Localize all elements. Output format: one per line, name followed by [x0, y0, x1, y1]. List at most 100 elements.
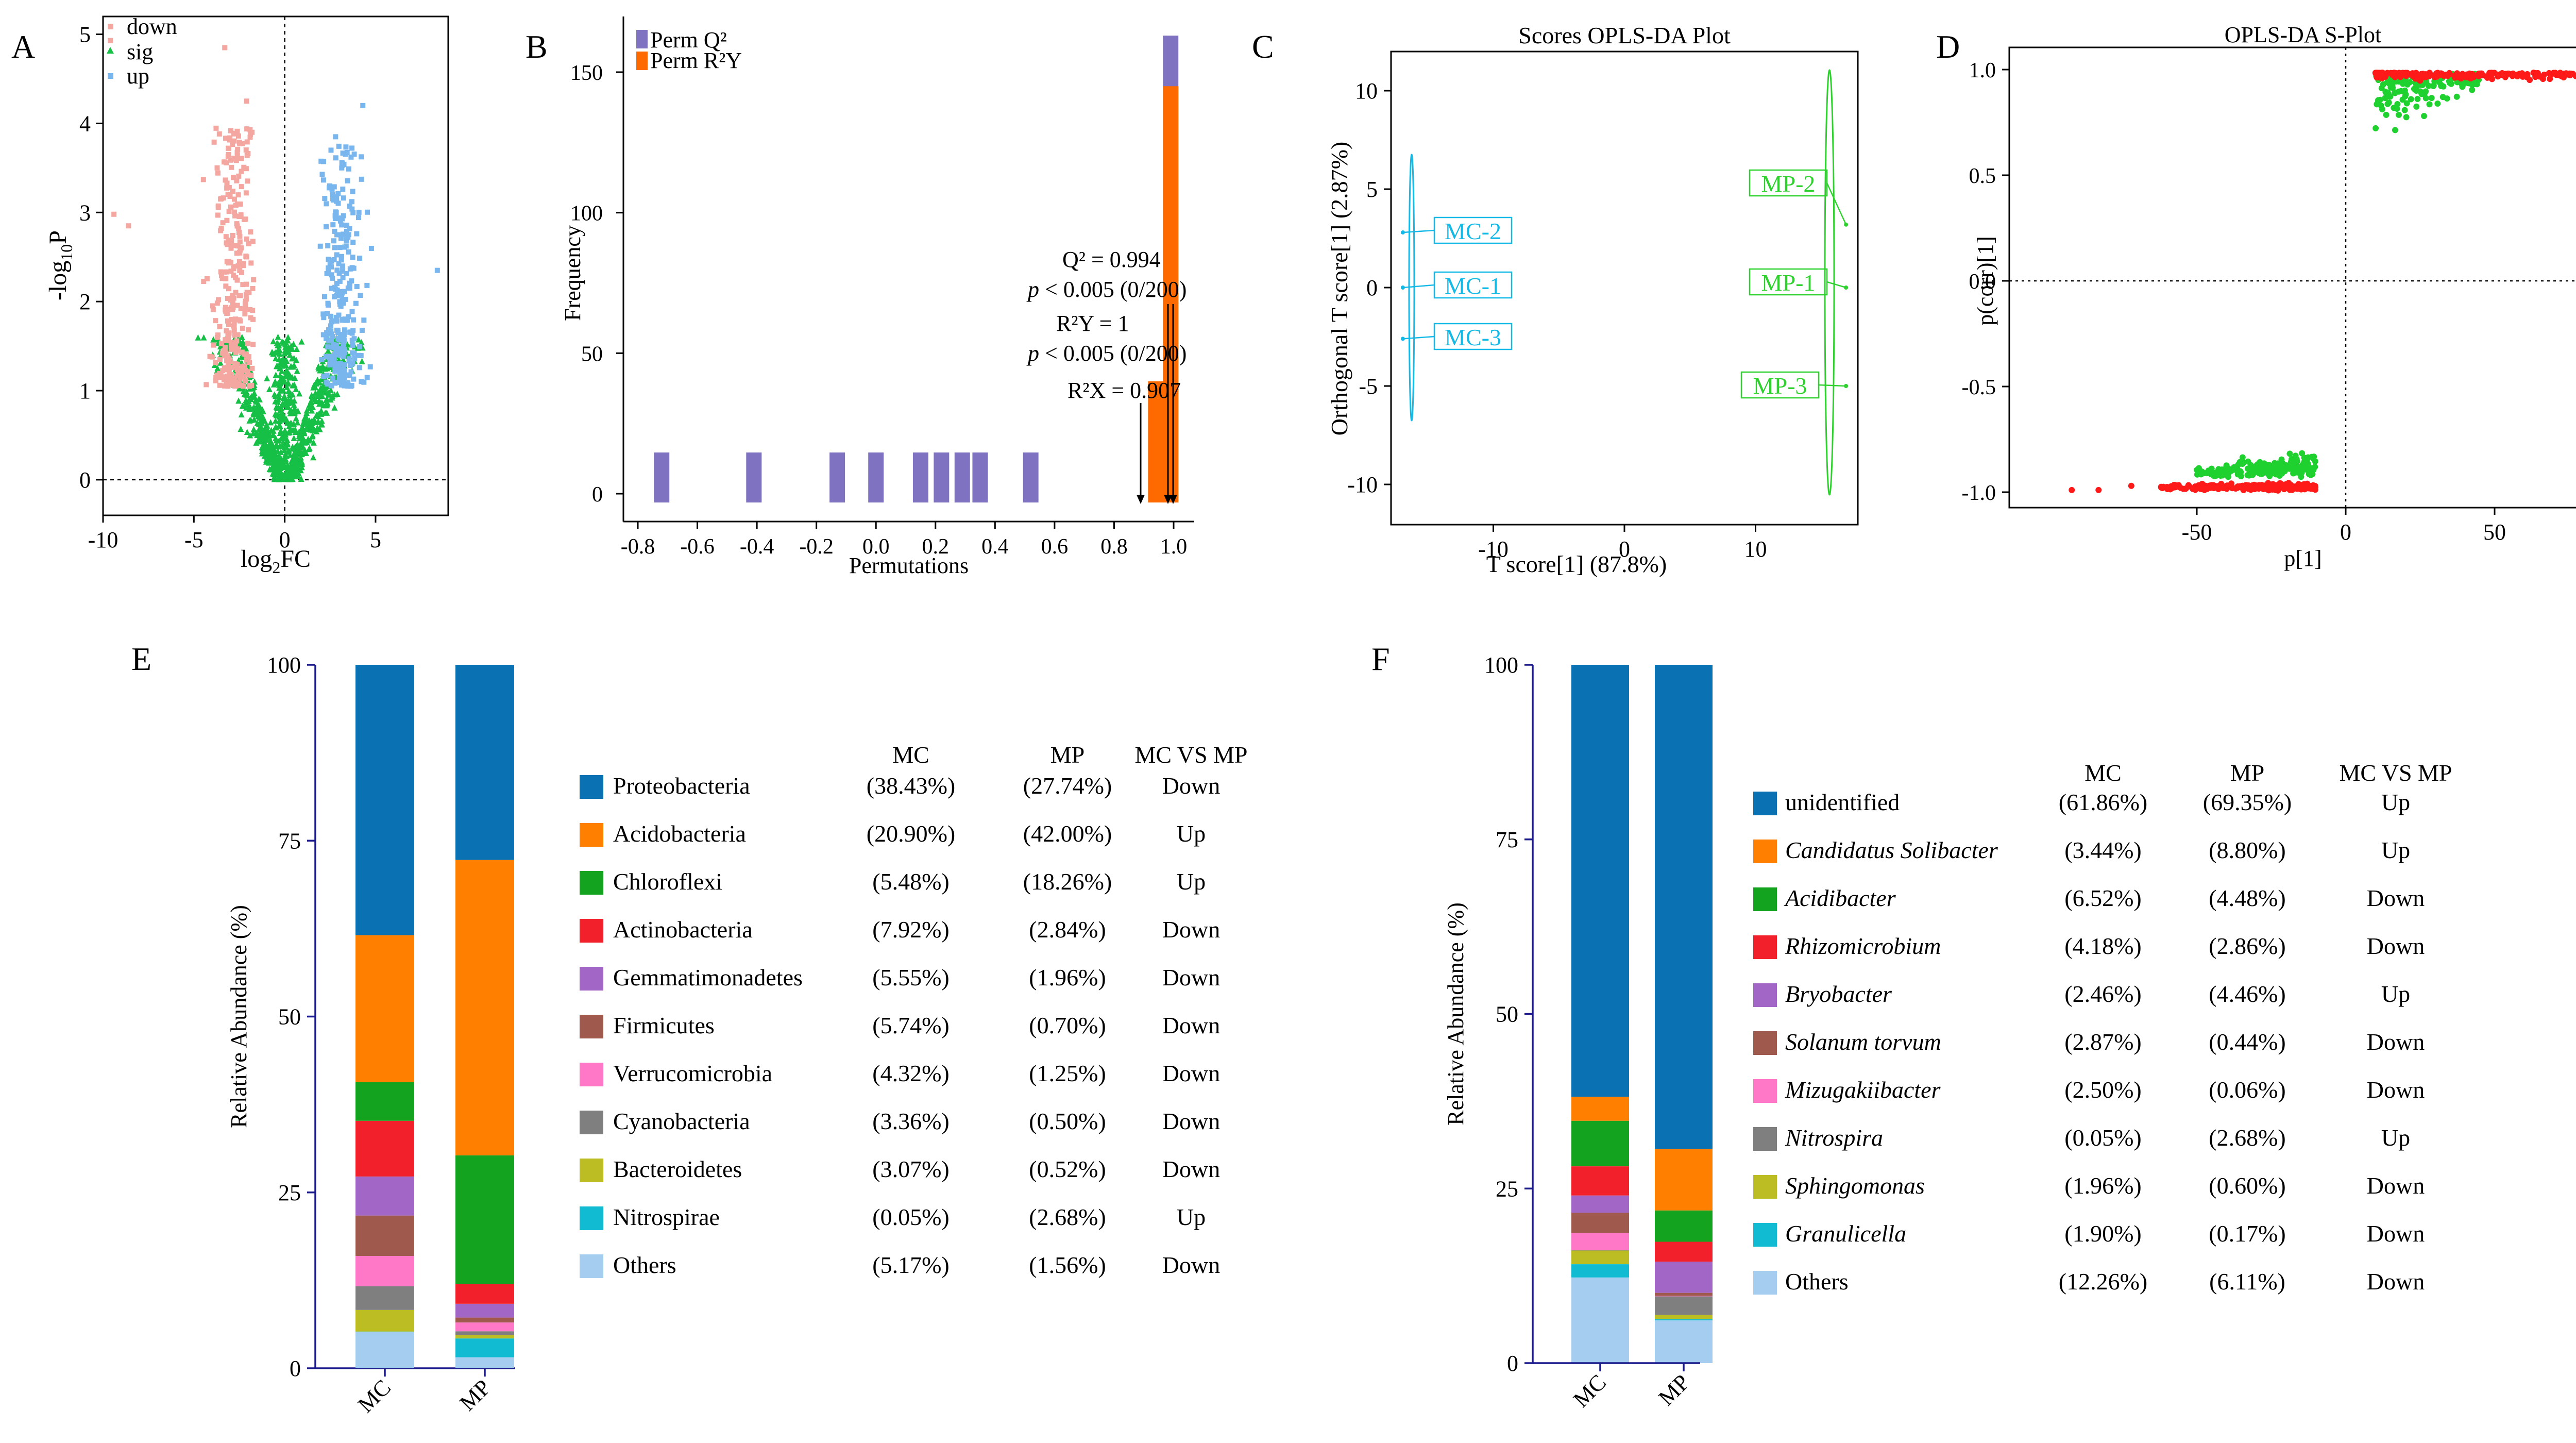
up-point — [326, 265, 331, 271]
legend-swatch — [1753, 1031, 1777, 1055]
score-label-mp-1: MP-1 — [1761, 270, 1816, 296]
sig-point — [359, 358, 365, 364]
up-point — [327, 261, 333, 266]
down-point — [223, 136, 229, 141]
down-point — [213, 378, 218, 383]
splot-red-point — [2431, 74, 2438, 80]
down-point — [228, 269, 234, 274]
up-point — [337, 278, 343, 284]
mp-percent: (0.52%) — [1029, 1156, 1106, 1182]
splot-green-point — [2375, 99, 2381, 106]
sig-point — [285, 334, 292, 341]
legend-swatch — [580, 1206, 603, 1230]
up-point — [324, 354, 329, 359]
sig-point — [256, 425, 263, 432]
text-span: P — [44, 230, 72, 244]
score-leader-line — [1402, 335, 1435, 340]
bar-segment-mc — [355, 1286, 414, 1310]
text-span: < 0.005 (0/200) — [1039, 277, 1187, 302]
mp-percent: (0.60%) — [2209, 1172, 2285, 1199]
y-tick-label: -0.5 — [1962, 376, 1996, 399]
y-tick-label: 0.0 — [1969, 270, 1996, 294]
up-point — [335, 191, 341, 196]
mc-percent: (38.43%) — [867, 773, 955, 799]
splot-green-point — [2453, 93, 2460, 100]
up-point — [328, 323, 333, 329]
legend-marker-down — [108, 24, 113, 29]
splot-green-point — [2428, 95, 2435, 102]
up-point — [327, 354, 333, 359]
splot-green-point — [2383, 111, 2389, 118]
mp-percent: (1.56%) — [1029, 1252, 1106, 1278]
sig-point — [303, 410, 310, 416]
splot-green-point — [2205, 467, 2212, 474]
mc-percent: (5.55%) — [872, 964, 949, 991]
down-point — [225, 296, 230, 301]
splot-red-point — [2095, 486, 2102, 493]
down-point — [229, 364, 234, 370]
y-tick-label: 100 — [570, 202, 603, 226]
down-point — [245, 369, 250, 375]
down-point — [204, 276, 210, 281]
sig-point — [286, 423, 293, 429]
down-point — [235, 201, 241, 207]
splot-red-point — [2389, 72, 2396, 78]
up-point — [324, 201, 329, 207]
sig-point — [281, 400, 287, 407]
down-point — [231, 295, 236, 301]
down-point — [234, 128, 240, 134]
up-point — [329, 337, 334, 343]
sig-point — [265, 427, 272, 433]
sig-point — [254, 420, 261, 427]
sig-point — [269, 452, 276, 459]
up-point — [333, 209, 338, 215]
down-point — [243, 254, 249, 259]
legend-swatch — [1753, 792, 1777, 815]
up-point — [342, 371, 347, 377]
down-point — [243, 303, 248, 308]
splot-green-point — [2312, 463, 2318, 470]
up-point — [347, 373, 352, 378]
score-leader-line — [1818, 384, 1846, 387]
sig-point — [285, 399, 292, 406]
splot-red-point — [2421, 74, 2428, 80]
category-label-mc: MC — [353, 1374, 396, 1417]
bar-segment-mc — [355, 1082, 414, 1121]
up-point — [357, 344, 362, 349]
up-point — [330, 334, 335, 340]
trend-label: Down — [2367, 1029, 2425, 1055]
y-tick-label: 3 — [79, 200, 91, 225]
sig-point — [246, 406, 253, 412]
sig-point — [283, 452, 290, 459]
sig-point — [298, 449, 305, 456]
down-point — [215, 205, 221, 210]
down-point — [240, 282, 246, 288]
down-point — [238, 293, 243, 298]
down-point — [244, 290, 250, 295]
splot-green-point — [2392, 89, 2398, 96]
up-point — [337, 299, 343, 305]
sig-point — [309, 393, 315, 399]
down-point — [236, 173, 242, 179]
sig-point — [290, 408, 297, 414]
up-point — [354, 284, 360, 290]
panel-letter-d: D — [1936, 28, 1960, 65]
sig-point — [293, 473, 300, 479]
sig-point — [319, 393, 326, 399]
mp-percent: (1.96%) — [1029, 964, 1106, 991]
sig-point — [279, 356, 285, 363]
up-point — [331, 238, 336, 244]
chart-title: Scores OPLS-DA Plot — [1518, 22, 1731, 48]
mc-percent: (5.48%) — [872, 868, 949, 895]
bar-segment-mc — [1571, 1233, 1629, 1250]
down-point — [230, 340, 235, 346]
down-point — [243, 216, 248, 222]
mc-percent: (3.44%) — [2064, 837, 2141, 863]
sig-point — [325, 347, 331, 354]
perm-q2-bar — [912, 452, 928, 502]
down-point — [242, 311, 248, 317]
down-point — [235, 133, 241, 139]
up-point — [343, 296, 348, 302]
y-tick-label: 0.5 — [1969, 164, 1996, 188]
down-point — [219, 276, 225, 281]
